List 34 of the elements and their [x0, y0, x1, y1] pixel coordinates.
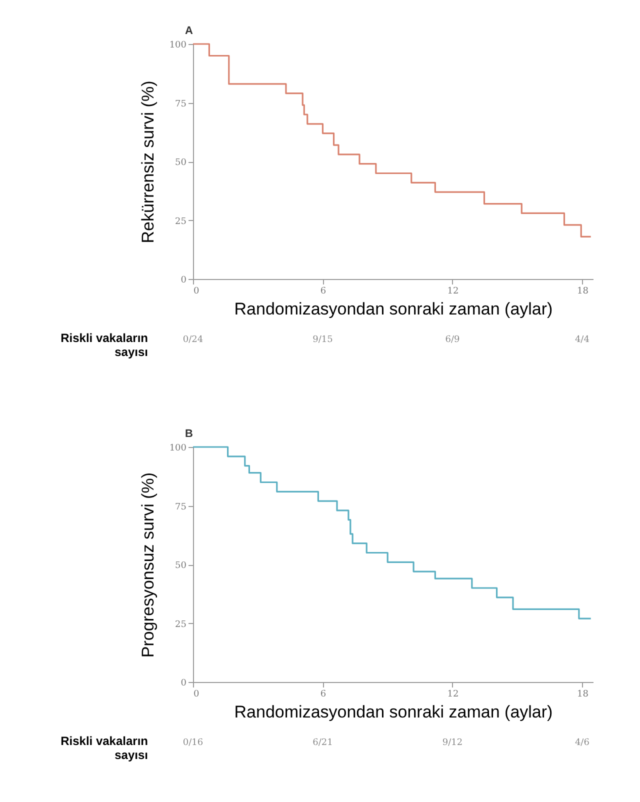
chart-title: A — [185, 25, 193, 37]
x-tick-label: 12 — [447, 286, 459, 296]
text: 0/24 — [182, 335, 204, 345]
y-tick-label: 0 — [180, 678, 187, 688]
x-axis-title: Randomizasyondan sonraki zaman (aylar) — [234, 300, 553, 318]
text: Riskli vakaların sayısı — [60, 331, 148, 359]
y-tick-label: 75 — [175, 502, 187, 512]
y-tick-label: 25 — [175, 620, 187, 630]
x-tick-label: 18 — [576, 286, 589, 296]
text: 6/9 — [445, 335, 460, 345]
y-axis-title: Rekürrensiz survi (%) — [138, 80, 158, 244]
x-tick-label: 6 — [320, 286, 326, 296]
y-tick-label: 25 — [175, 216, 187, 227]
x-tick-label: 0 — [194, 286, 200, 296]
x-tick-label: 12 — [447, 690, 459, 700]
text: Riskli vakaların sayısı — [60, 734, 148, 762]
text: 4/4 — [574, 335, 590, 345]
y-tick-label: 100 — [169, 444, 187, 454]
x-tick-label: 18 — [576, 690, 589, 700]
y-tick-label: 0 — [180, 276, 187, 286]
text: 6/21 — [312, 738, 333, 748]
x-axis-title: Randomizasyondan sonraki zaman (aylar) — [234, 702, 553, 722]
text: 9/15 — [312, 335, 334, 345]
y-tick-label: 50 — [175, 561, 187, 571]
y-tick-label: 50 — [175, 158, 187, 168]
text: 4/6 — [574, 738, 590, 748]
text: 9/12 — [442, 738, 463, 748]
y-tick-label: 75 — [175, 99, 187, 110]
chart-title: B — [185, 428, 193, 440]
x-tick-label: 0 — [194, 690, 200, 700]
y-axis-title: Progresyonsuz survi (%) — [138, 472, 158, 658]
x-tick-label: 6 — [320, 690, 326, 700]
text: 0/16 — [182, 738, 204, 748]
y-tick-label: 100 — [169, 40, 187, 50]
